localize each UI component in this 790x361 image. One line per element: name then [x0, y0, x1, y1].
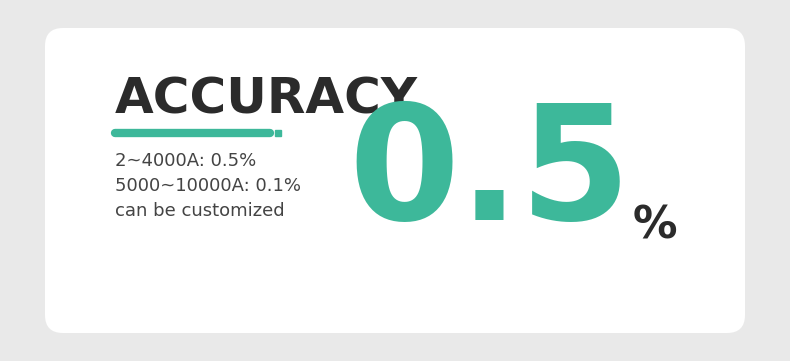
Text: can be customized: can be customized — [115, 202, 284, 220]
Text: 2~4000A: 0.5%: 2~4000A: 0.5% — [115, 152, 256, 170]
Text: %: % — [633, 204, 677, 248]
FancyBboxPatch shape — [45, 28, 745, 333]
Text: 0.5: 0.5 — [348, 99, 631, 253]
Text: 5000~10000A: 0.1%: 5000~10000A: 0.1% — [115, 177, 301, 195]
Text: ACCURACY: ACCURACY — [115, 75, 418, 123]
